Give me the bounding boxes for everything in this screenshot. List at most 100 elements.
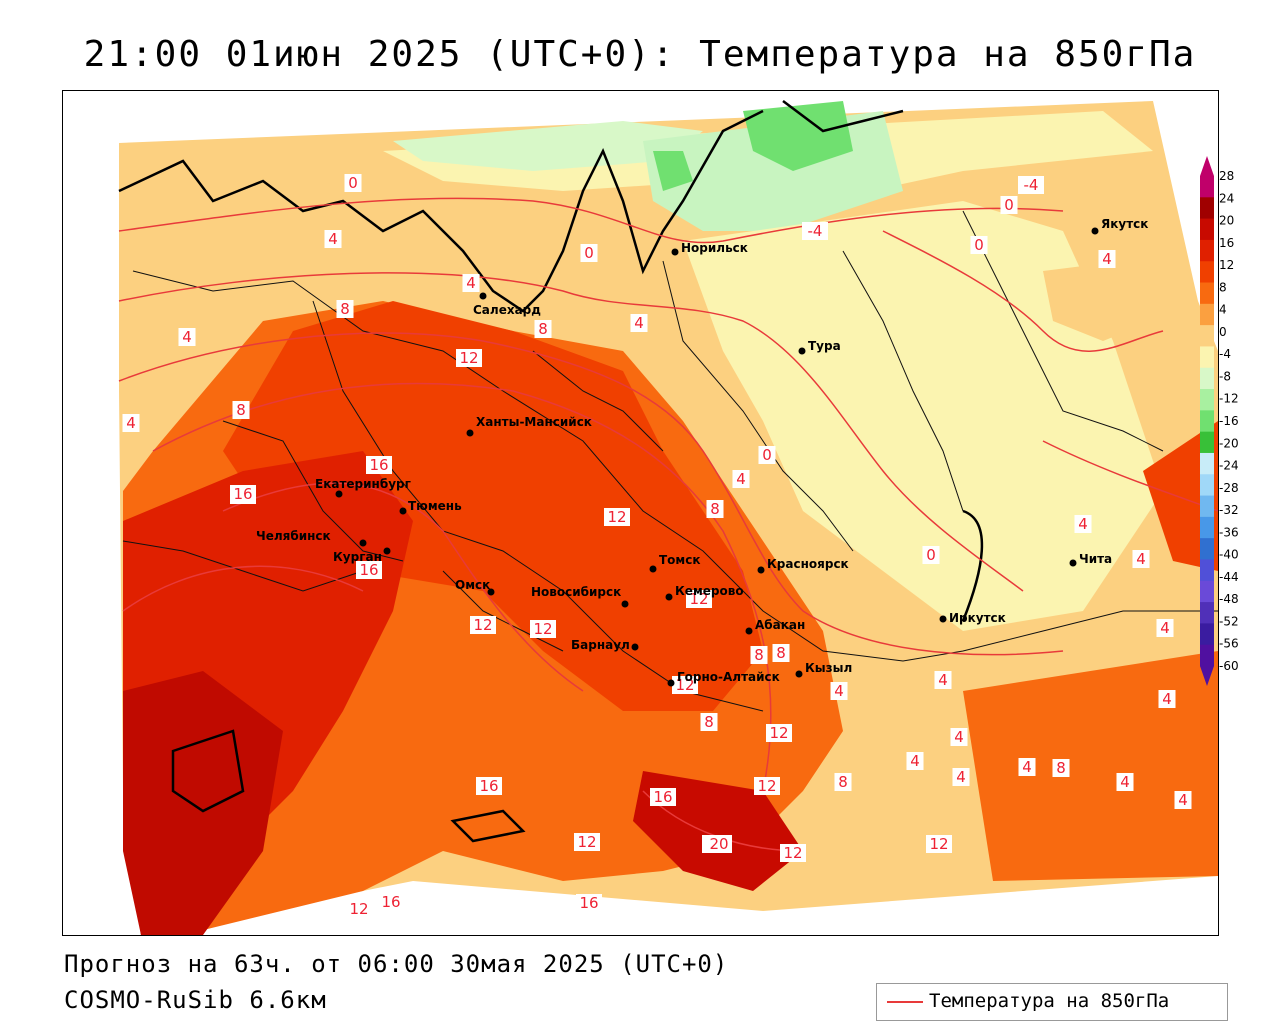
scale-color-band	[1200, 239, 1214, 262]
city-marker	[667, 679, 675, 687]
contour-label: 12	[689, 590, 708, 608]
city-marker	[335, 490, 343, 498]
admin-borders	[122, 210, 1218, 712]
contour-label: 4	[126, 414, 136, 432]
city-label: Иркутск	[949, 611, 1006, 625]
contour-label-bg	[750, 646, 768, 664]
contour-label-bg	[758, 446, 776, 464]
city-marker	[399, 507, 407, 515]
city-marker	[479, 292, 487, 300]
contour-label-bg	[1052, 759, 1070, 777]
scale-tick-label: 28	[1219, 169, 1234, 183]
scale-bottom-arrow	[1200, 666, 1214, 686]
contour-label-bg	[630, 314, 648, 332]
city-marker	[631, 643, 639, 651]
legend-label: Температура на 850гПа	[929, 990, 1170, 1012]
contour-label-bg	[366, 456, 392, 474]
city-marker	[939, 615, 947, 623]
contour-label: -4	[1024, 176, 1039, 194]
contour-label: 8	[710, 500, 720, 518]
contour-label: 4	[634, 314, 644, 332]
city-marker	[466, 429, 474, 437]
contour-label: 16	[369, 456, 388, 474]
contour-label-bg	[604, 508, 630, 526]
city-marker	[621, 600, 629, 608]
scale-tick-label: -56	[1219, 637, 1239, 651]
contour-label-bg	[686, 590, 712, 608]
contour-label-bg	[766, 724, 792, 742]
contour-label: 12	[473, 616, 492, 634]
contour-label-bg	[802, 222, 828, 240]
contour-label-bg	[1174, 791, 1192, 809]
scale-color-band	[1200, 452, 1214, 475]
contour-label-bg	[1156, 619, 1174, 637]
contour-label: 12	[459, 349, 478, 367]
scale-color-band	[1200, 516, 1214, 539]
contour-label-bg	[476, 777, 502, 795]
contour-label-bg	[934, 671, 952, 689]
contour-label-bg	[346, 900, 372, 918]
contour-label: 12	[769, 724, 788, 742]
scale-color-band	[1200, 261, 1214, 284]
city-marker	[671, 248, 679, 256]
contour-label: 4	[938, 671, 948, 689]
contour-label-bg	[754, 777, 780, 795]
contour-label: 8	[776, 644, 786, 662]
contour-label-bg	[574, 833, 600, 851]
contour-label: 12	[929, 835, 948, 853]
city-label: Барнаул	[571, 638, 630, 652]
contour-label: 16	[359, 561, 378, 579]
scale-color-band	[1200, 325, 1214, 347]
contour-label-bg	[732, 470, 750, 488]
contour-label: 0	[348, 174, 358, 192]
city-marker	[487, 588, 495, 596]
city-label: Горно-Алтайск	[677, 670, 780, 684]
contour-label: 4	[328, 230, 338, 248]
contour-label-bg	[344, 174, 362, 192]
scale-tick-label: -12	[1219, 392, 1239, 406]
city-label: Норильск	[681, 241, 748, 255]
contour-label: 8	[754, 646, 764, 664]
scale-color-band	[1200, 303, 1214, 326]
scale-color-band	[1200, 495, 1214, 518]
scale-color-band	[1200, 346, 1214, 369]
city-label: Кемерово	[675, 584, 744, 598]
scale-tick-label: -48	[1219, 592, 1239, 606]
contour-labels: 0-40-44004448841248120481616121204441612…	[122, 174, 1192, 918]
scale-tick-label: -28	[1219, 481, 1239, 495]
contour-label: 4	[834, 682, 844, 700]
contour-label: 16	[233, 485, 252, 503]
contour-label: 8	[236, 401, 246, 419]
contour-label: 0	[584, 244, 594, 262]
contour-label: 4	[1178, 791, 1188, 809]
contour-label-bg	[970, 236, 988, 254]
forecast-info: Прогноз на 63ч. от 06:00 30мая 2025 (UTC…	[64, 950, 729, 978]
contour-label: 8	[340, 300, 350, 318]
scale-color-band	[1200, 410, 1214, 433]
city-label: Чита	[1079, 552, 1112, 566]
contour-label-bg	[1158, 690, 1176, 708]
contour-label: 4	[1160, 619, 1170, 637]
scale-color-band	[1200, 367, 1214, 390]
city-marker	[383, 547, 391, 555]
city-marker	[1091, 227, 1099, 235]
scale-color-band	[1200, 282, 1214, 305]
scale-tick-label: -32	[1219, 503, 1239, 517]
contour-label: 0	[974, 236, 984, 254]
contour-label-bg	[462, 274, 480, 292]
scale-tick-label: -40	[1219, 548, 1239, 562]
scale-color-band	[1200, 602, 1214, 624]
city-marker	[359, 539, 367, 547]
contour-label: 4	[910, 752, 920, 770]
scale-tick-label: 24	[1219, 191, 1234, 205]
contour-label: 16	[479, 777, 498, 795]
contour-label-bg	[830, 682, 848, 700]
city-marker	[757, 566, 765, 574]
contour-label: 4	[1120, 773, 1130, 791]
scale-tick-label: 4	[1219, 303, 1227, 317]
contour-label-bg	[1116, 773, 1134, 791]
contour-label: 12	[607, 508, 626, 526]
contour-label: 16	[381, 893, 400, 911]
contour-label-bg	[706, 500, 724, 518]
scale-tick-label: -52	[1219, 614, 1239, 628]
